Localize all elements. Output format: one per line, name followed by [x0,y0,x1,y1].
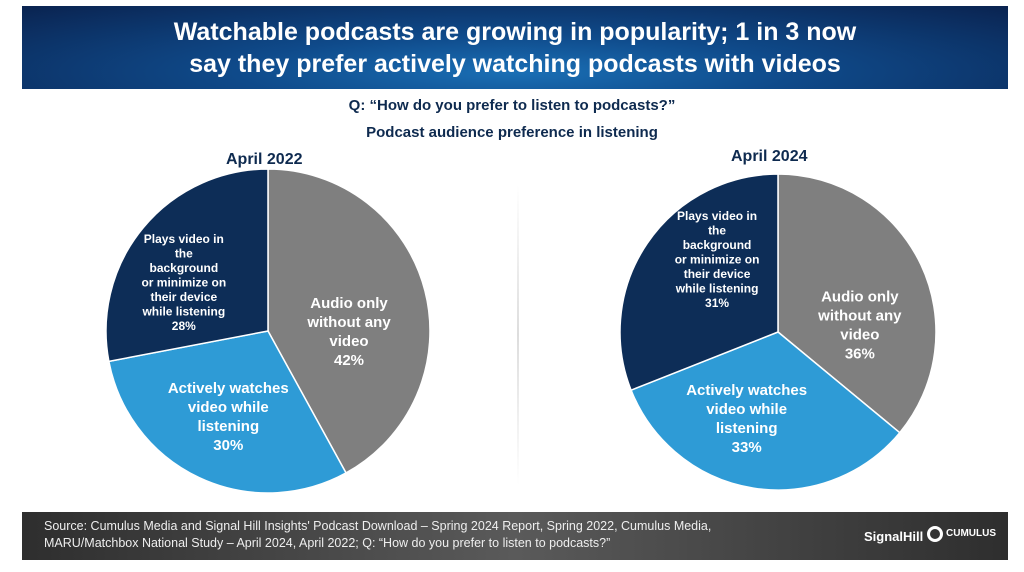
slice-label-line: the [708,224,726,238]
slice-label-line: or minimize on [675,253,760,267]
slice-label-line: background [149,261,218,275]
title-line-2: say they prefer actively watching podcas… [189,49,841,78]
source-line-2: MARU/Matchbox National Study – April 202… [44,536,611,550]
title-line-1: Watchable podcasts are growing in popula… [173,17,857,46]
slice-label-line: Plays video in [677,209,757,223]
pie-slice [105,168,269,363]
pie-title-2022: April 2022 [226,151,303,168]
chart-subtitle: Podcast audience preference in listening [366,124,658,141]
slice-label-line: video while [188,399,269,416]
slice-label-line: video [329,333,368,350]
source-line-1: Source: Cumulus Media and Signal Hill In… [44,519,712,533]
slice-label-line: background [683,238,752,252]
slice-label-line: video while [706,401,787,418]
slice-label-line: Actively watches [168,380,289,397]
slice-label-line: Audio only [310,295,388,312]
slice-label-line: listening [716,420,778,437]
divider [517,185,519,485]
slice-label: Audio only without any video 42% [306,295,391,369]
slice-label-line: without any [817,308,902,325]
pie-slice [619,173,779,392]
cumulus-logo-icon [927,525,943,542]
slice-value-label: 31% [705,296,729,310]
slice-label-line: Plays video in [144,232,224,246]
slice-label-line: or minimize on [141,276,226,290]
survey-question: Q: “How do you prefer to listen to podca… [348,97,676,114]
source-note: Source: Cumulus Media and Signal Hill In… [44,518,711,552]
cumulus-logo-text: CUMULUS [946,528,996,539]
slice-label: Plays video in the background or minimize o… [675,209,760,310]
slice-label-line: the [175,247,193,261]
pie-slice [777,173,937,434]
slice-label: Audio only without any video 36% [817,289,902,363]
cumulus-logo: CUMULUS [927,525,996,542]
slice-value-label: 33% [732,439,762,456]
pie-slice [107,330,348,494]
slice-label-line: listening [197,418,259,435]
slice-label: Actively watches video while listening 30% [168,380,289,454]
slice-label: Actively watches video while listening 33% [686,382,807,456]
slice-value-label: 30% [213,437,243,454]
pie-slice [630,331,901,491]
slice-value-label: 42% [334,352,364,369]
slice-label: Plays video in the background or minimize o… [141,232,226,333]
slice-label-line: while listening [141,305,225,319]
slice-label-line: without any [306,314,391,331]
slice-label-line: their device [150,290,217,304]
footer: Source: Cumulus Media and Signal Hill In… [22,512,1008,560]
slice-label-line: Actively watches [686,382,807,399]
slide-title: Watchable podcasts are growing in popula… [22,6,1008,89]
slice-value-label: 36% [845,346,875,363]
slice-label-line: while listening [675,282,759,296]
slice-label-line: their device [684,267,751,281]
slice-value-label: 28% [172,319,196,333]
slice-label-line: video [840,327,879,344]
pie-slice [267,168,431,474]
signalhill-logo: SignalHill [864,529,924,544]
pie-title-2024: April 2024 [731,148,808,165]
slice-label-line: Audio only [821,289,899,306]
